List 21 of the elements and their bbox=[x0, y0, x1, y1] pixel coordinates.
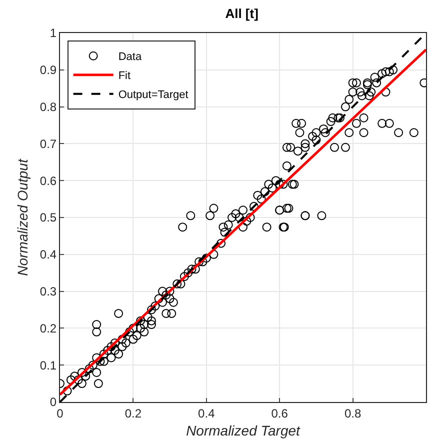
y-tick-label: 1 bbox=[50, 26, 57, 40]
y-tick-label: 0.4 bbox=[40, 248, 57, 262]
y-tick-label: 0.7 bbox=[40, 136, 57, 151]
x-tick-label: 0.6 bbox=[271, 406, 288, 420]
chart-title: All [t] bbox=[225, 6, 258, 22]
y-tick-label: 0.1 bbox=[40, 358, 57, 372]
y-axis-title: Normalized Output bbox=[14, 158, 31, 276]
y-tick-label: 0.3 bbox=[40, 284, 57, 298]
y-tick-label: 0.2 bbox=[40, 321, 57, 336]
legend-label: Fit bbox=[118, 70, 131, 82]
x-tick-label: 0.8 bbox=[344, 406, 362, 420]
x-tick-label: 0.4 bbox=[198, 406, 216, 420]
x-tick-label: 0.2 bbox=[124, 406, 142, 420]
x-axis-title: Normalized Target bbox=[186, 422, 302, 439]
y-tick-label: 0.9 bbox=[40, 63, 57, 78]
y-tick-label: 0.8 bbox=[40, 100, 57, 114]
y-tick-label: 0 bbox=[50, 395, 57, 410]
y-tick-label: 0.5 bbox=[40, 210, 57, 225]
legend-label: Output=Target bbox=[118, 89, 188, 102]
legend-label: Data bbox=[118, 51, 142, 64]
y-tick-label: 0.6 bbox=[40, 174, 57, 188]
